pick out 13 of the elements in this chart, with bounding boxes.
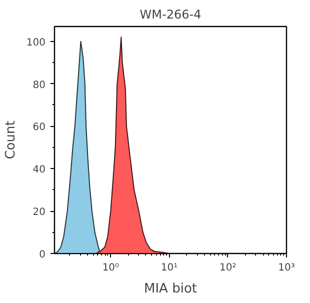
x-tick-label: 10⁰: [102, 262, 120, 274]
y-axis-title: Count: [3, 120, 18, 160]
y-tick-label: 40: [32, 164, 46, 176]
chart-title: WM-266-4: [140, 8, 202, 22]
x-tick-label: 10³: [278, 262, 295, 274]
x-tick-label: 10¹: [160, 262, 178, 274]
y-tick-label: 0: [39, 250, 46, 260]
y-tick-label: 20: [32, 207, 46, 218]
y-tick-label: 100: [26, 37, 46, 48]
y-tick-label: 80: [32, 80, 46, 91]
x-axis-title: MIA biot: [144, 282, 198, 296]
x-tick-label: 10²: [220, 262, 236, 274]
y-tick-label: 60: [32, 122, 46, 134]
